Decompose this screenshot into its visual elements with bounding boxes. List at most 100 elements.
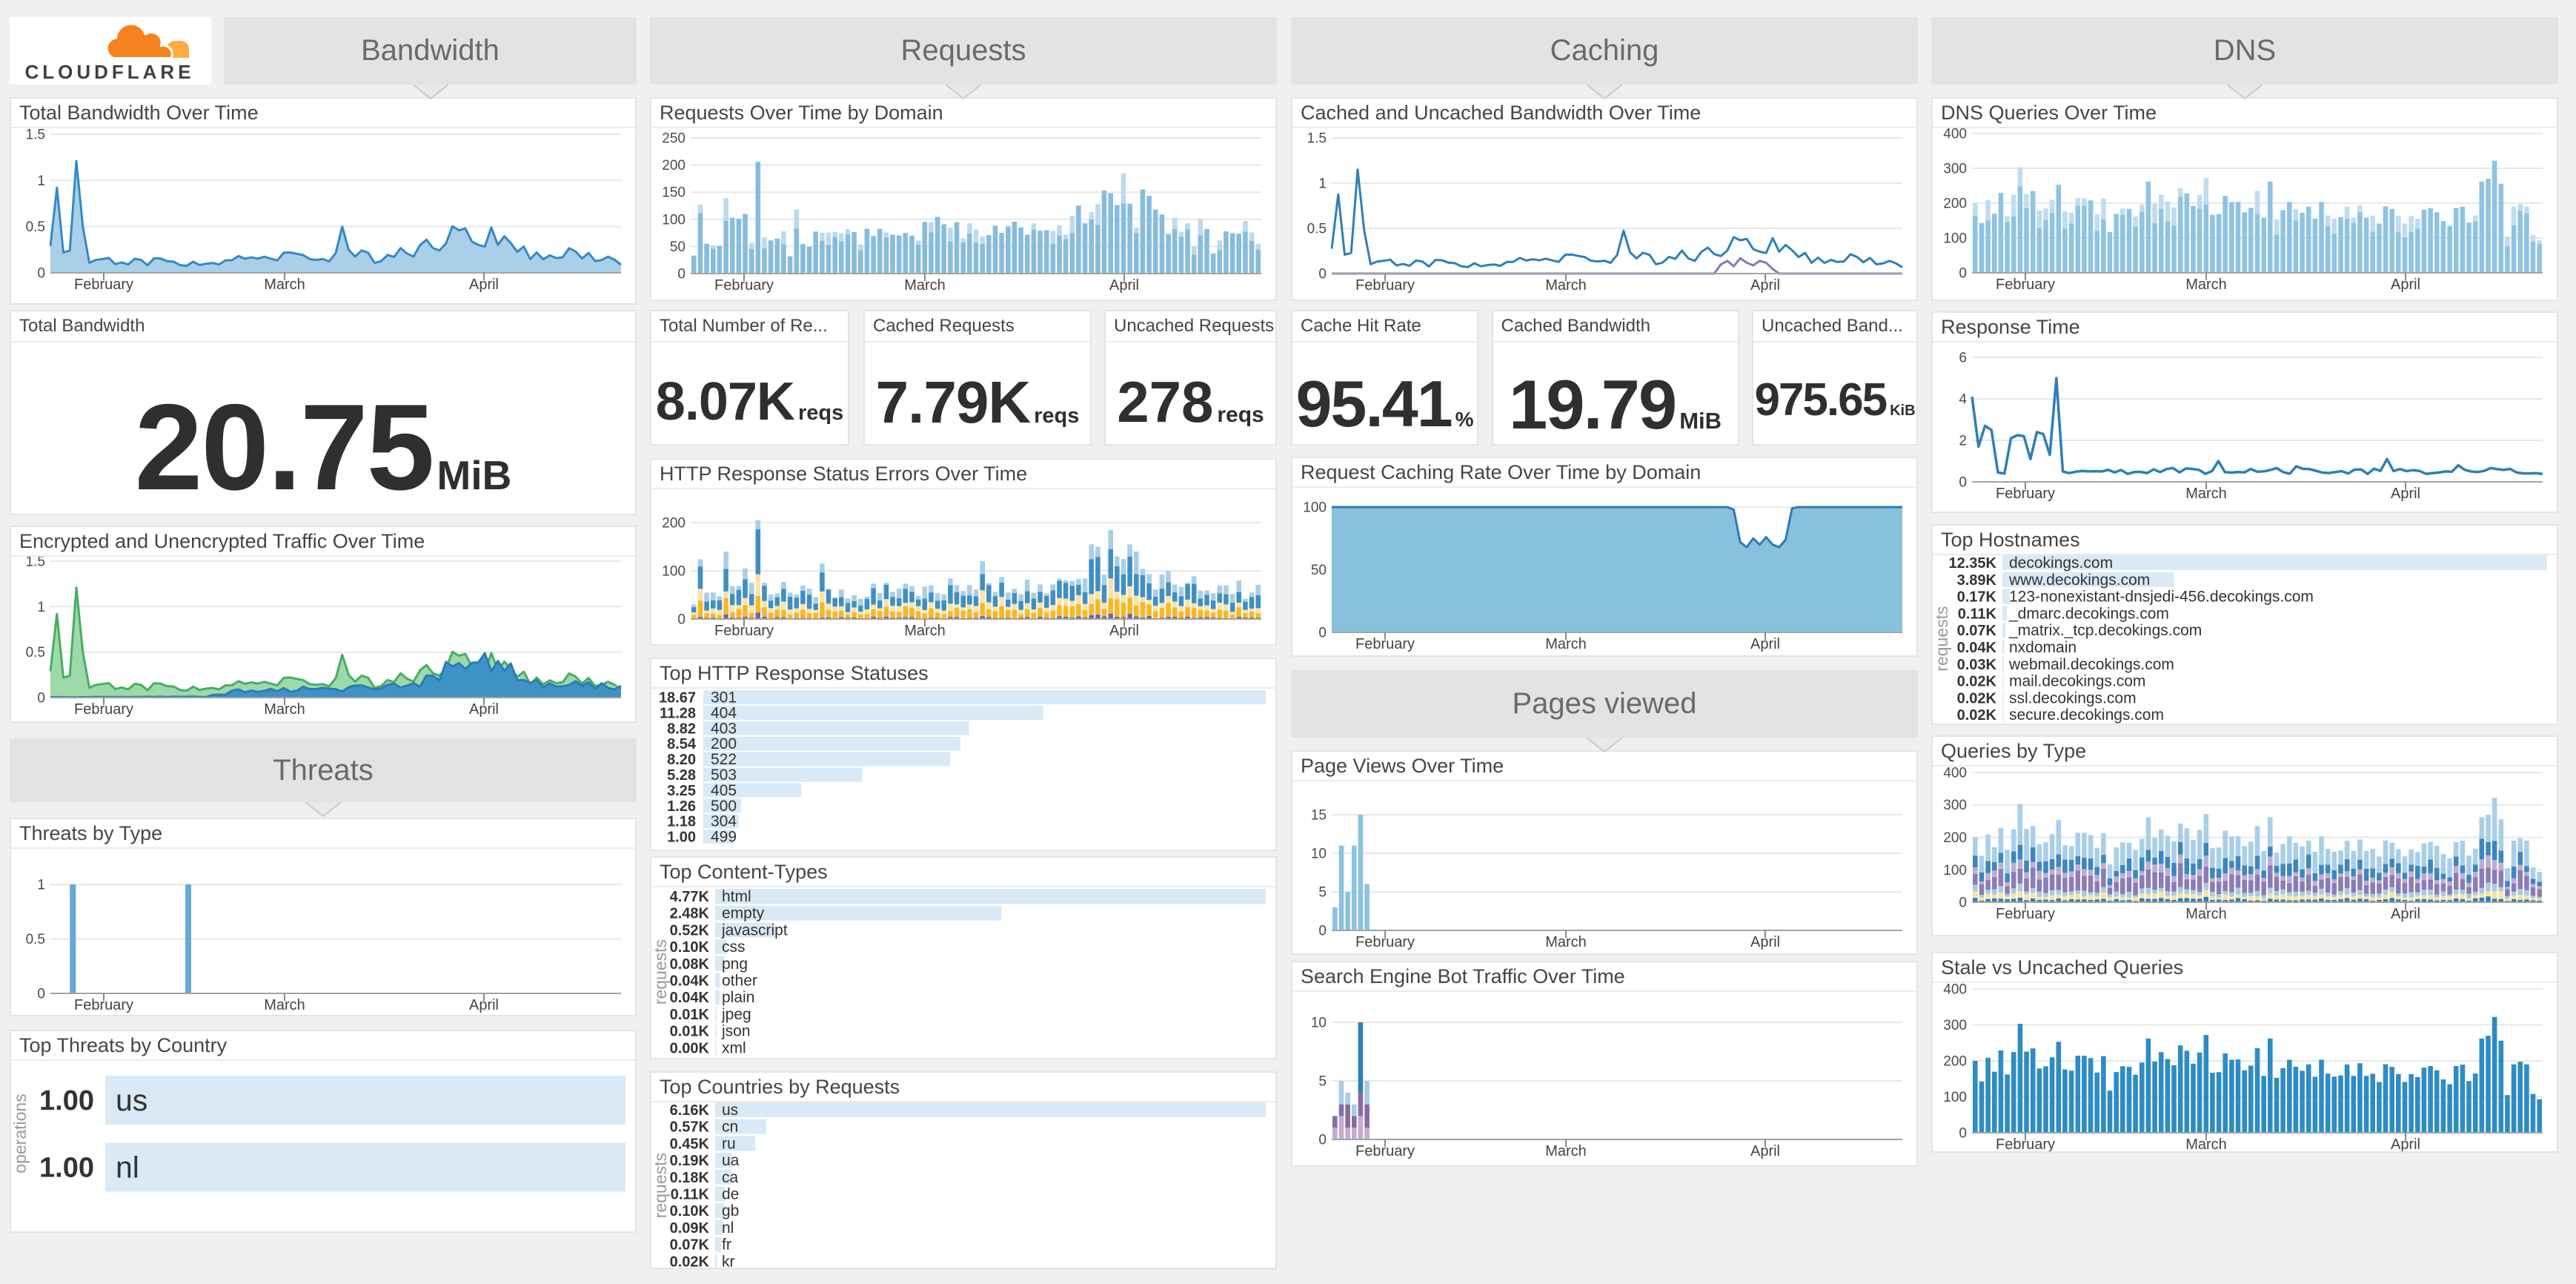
svg-text:0.04K: 0.04K bbox=[670, 990, 710, 1006]
svg-text:operations: operations bbox=[11, 1093, 30, 1173]
svg-text:400: 400 bbox=[1943, 767, 1967, 781]
svg-text:100: 100 bbox=[1943, 231, 1967, 247]
svg-text:March: March bbox=[2185, 906, 2227, 922]
svg-text:requests: requests bbox=[1933, 606, 1951, 671]
svg-text:json: json bbox=[721, 1023, 751, 1040]
svg-text:0: 0 bbox=[1959, 896, 1967, 911]
svg-text:0.02K: 0.02K bbox=[1957, 690, 1997, 706]
svg-text:www.decokings.com: www.decokings.com bbox=[2008, 572, 2150, 589]
svg-text:March: March bbox=[1545, 277, 1587, 294]
svg-text:0: 0 bbox=[1959, 475, 1967, 491]
svg-text:6: 6 bbox=[1959, 351, 1967, 366]
svg-text:0.18K: 0.18K bbox=[670, 1170, 710, 1186]
svg-text:ssl.decokings.com: ssl.decokings.com bbox=[2009, 689, 2137, 706]
svg-text:February: February bbox=[1355, 934, 1415, 950]
svg-text:0.07K: 0.07K bbox=[1957, 623, 1997, 639]
svg-text:1.00: 1.00 bbox=[667, 830, 696, 846]
svg-text:150: 150 bbox=[662, 185, 686, 201]
svg-text:8.54: 8.54 bbox=[667, 736, 697, 752]
svg-text:February: February bbox=[714, 277, 774, 294]
svg-text:March: March bbox=[2185, 486, 2227, 502]
svg-text:100: 100 bbox=[1943, 1090, 1967, 1105]
svg-text:1: 1 bbox=[37, 600, 45, 615]
svg-text:0.03K: 0.03K bbox=[1957, 657, 1997, 673]
svg-text:12.35K: 12.35K bbox=[1949, 555, 1997, 572]
svg-text:February: February bbox=[1355, 1143, 1415, 1159]
svg-text:0.04K: 0.04K bbox=[1957, 640, 1997, 656]
svg-text:0: 0 bbox=[37, 987, 45, 1002]
svg-text:April: April bbox=[1750, 1143, 1780, 1159]
svg-text:April: April bbox=[2391, 486, 2420, 502]
svg-text:10: 10 bbox=[1311, 847, 1327, 862]
svg-text:March: March bbox=[1545, 934, 1587, 950]
svg-text:April: April bbox=[2391, 906, 2420, 922]
svg-text:0: 0 bbox=[677, 267, 686, 282]
svg-text:February: February bbox=[1996, 277, 2055, 293]
svg-text:1.26: 1.26 bbox=[667, 798, 696, 815]
svg-text:1: 1 bbox=[1318, 176, 1327, 192]
svg-text:png: png bbox=[722, 956, 748, 973]
svg-text:February: February bbox=[1996, 486, 2055, 502]
svg-text:April: April bbox=[1750, 636, 1780, 652]
svg-text:jpeg: jpeg bbox=[721, 1006, 751, 1023]
svg-text:html: html bbox=[722, 888, 751, 905]
svg-text:400: 400 bbox=[1943, 128, 1967, 142]
svg-text:0.45K: 0.45K bbox=[670, 1136, 710, 1152]
svg-text:123-nonexistant-dnsjedi-456.de: 123-nonexistant-dnsjedi-456.decokings.co… bbox=[2009, 589, 2314, 606]
svg-text:0.00K: 0.00K bbox=[670, 1040, 710, 1056]
svg-text:4: 4 bbox=[1959, 392, 1967, 408]
svg-text:404: 404 bbox=[711, 704, 737, 721]
svg-text:March: March bbox=[2185, 1136, 2227, 1151]
svg-text:0.57K: 0.57K bbox=[670, 1119, 710, 1136]
svg-text:0.02K: 0.02K bbox=[1957, 674, 1997, 690]
svg-text:cn: cn bbox=[722, 1119, 738, 1136]
svg-text:February: February bbox=[714, 623, 774, 639]
svg-text:0: 0 bbox=[1318, 924, 1327, 939]
svg-text:_dmarc.decokings.com: _dmarc.decokings.com bbox=[2008, 605, 2169, 622]
svg-text:April: April bbox=[1109, 623, 1139, 639]
svg-text:0: 0 bbox=[1959, 1126, 1967, 1142]
svg-text:499: 499 bbox=[711, 829, 737, 846]
svg-text:100: 100 bbox=[1303, 500, 1327, 516]
svg-text:March: March bbox=[1545, 636, 1587, 652]
svg-text:5: 5 bbox=[1318, 885, 1327, 901]
svg-text:0.5: 0.5 bbox=[26, 645, 45, 661]
svg-text:2: 2 bbox=[1959, 434, 1967, 449]
svg-text:February: February bbox=[74, 701, 133, 718]
svg-text:5: 5 bbox=[1318, 1074, 1327, 1090]
svg-text:200: 200 bbox=[1943, 1054, 1967, 1070]
svg-text:_matrix._tcp.decokings.com: _matrix._tcp.decokings.com bbox=[2008, 622, 2202, 639]
svg-text:0: 0 bbox=[37, 266, 45, 282]
svg-text:11.28: 11.28 bbox=[660, 705, 696, 721]
svg-text:April: April bbox=[469, 997, 499, 1013]
svg-text:empty: empty bbox=[722, 905, 765, 922]
svg-text:400: 400 bbox=[1943, 983, 1967, 998]
svg-text:February: February bbox=[1996, 906, 2055, 922]
svg-text:15: 15 bbox=[1311, 808, 1327, 824]
svg-text:mail.decokings.com: mail.decokings.com bbox=[2009, 673, 2145, 690]
svg-text:500: 500 bbox=[711, 798, 737, 815]
svg-text:0.52K: 0.52K bbox=[670, 922, 710, 939]
svg-text:1.5: 1.5 bbox=[26, 128, 45, 143]
svg-text:1: 1 bbox=[37, 173, 45, 189]
svg-text:0.02K: 0.02K bbox=[670, 1254, 710, 1268]
svg-text:April: April bbox=[469, 277, 499, 293]
svg-text:March: March bbox=[264, 277, 305, 293]
svg-text:6.16K: 6.16K bbox=[670, 1102, 710, 1119]
svg-text:0.01K: 0.01K bbox=[670, 1024, 710, 1040]
svg-text:100: 100 bbox=[662, 564, 686, 580]
svg-text:405: 405 bbox=[711, 782, 737, 799]
svg-text:100: 100 bbox=[662, 212, 686, 228]
svg-text:522: 522 bbox=[711, 751, 737, 768]
svg-text:April: April bbox=[469, 701, 499, 718]
svg-text:0: 0 bbox=[1959, 266, 1967, 282]
svg-text:February: February bbox=[1355, 277, 1415, 294]
svg-text:0.10K: 0.10K bbox=[670, 939, 710, 956]
svg-text:0: 0 bbox=[677, 612, 686, 628]
svg-text:301: 301 bbox=[711, 689, 737, 706]
svg-text:300: 300 bbox=[1943, 1018, 1967, 1033]
svg-text:css: css bbox=[722, 939, 746, 956]
svg-text:0: 0 bbox=[1318, 267, 1327, 282]
svg-text:8.82: 8.82 bbox=[667, 721, 696, 737]
svg-text:de: de bbox=[722, 1186, 739, 1203]
